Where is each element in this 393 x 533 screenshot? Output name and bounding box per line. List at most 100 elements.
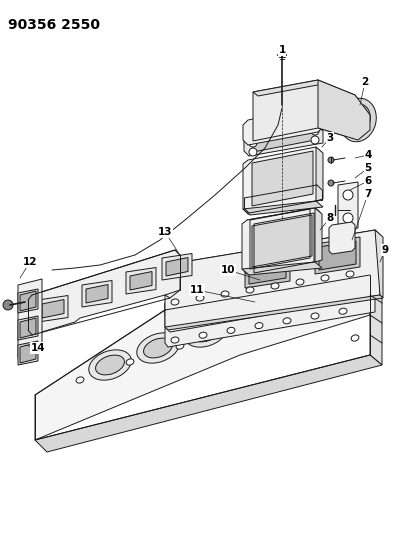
Polygon shape — [253, 131, 315, 152]
Polygon shape — [315, 208, 322, 262]
Polygon shape — [316, 147, 323, 201]
Ellipse shape — [227, 288, 235, 294]
Polygon shape — [300, 257, 350, 295]
Ellipse shape — [249, 139, 257, 147]
Ellipse shape — [283, 318, 291, 324]
Polygon shape — [20, 343, 36, 363]
Polygon shape — [82, 280, 112, 307]
Polygon shape — [22, 328, 38, 352]
Polygon shape — [243, 107, 323, 145]
Ellipse shape — [185, 317, 227, 347]
Ellipse shape — [339, 308, 347, 314]
Ellipse shape — [311, 136, 319, 144]
Polygon shape — [245, 251, 290, 288]
Text: 4: 4 — [364, 150, 372, 160]
Text: 11: 11 — [190, 285, 204, 295]
Text: 6: 6 — [364, 176, 372, 186]
Polygon shape — [243, 147, 321, 214]
Text: 8: 8 — [326, 213, 334, 223]
Text: 13: 13 — [158, 227, 172, 237]
Ellipse shape — [191, 322, 220, 342]
Text: 9: 9 — [382, 245, 389, 255]
Ellipse shape — [126, 359, 134, 365]
Ellipse shape — [321, 275, 329, 281]
Polygon shape — [126, 268, 156, 294]
Ellipse shape — [233, 301, 275, 331]
Polygon shape — [242, 262, 322, 275]
Text: 90356 2550: 90356 2550 — [8, 18, 100, 32]
Ellipse shape — [352, 112, 364, 128]
Polygon shape — [244, 127, 323, 156]
Polygon shape — [242, 208, 320, 274]
Ellipse shape — [326, 295, 334, 301]
Ellipse shape — [3, 300, 13, 310]
Polygon shape — [18, 289, 38, 313]
Polygon shape — [130, 271, 152, 290]
Ellipse shape — [346, 104, 370, 136]
Ellipse shape — [328, 157, 334, 163]
Polygon shape — [20, 318, 36, 338]
Polygon shape — [329, 222, 355, 254]
Text: 12: 12 — [23, 257, 37, 267]
Ellipse shape — [76, 377, 84, 383]
Polygon shape — [249, 255, 286, 284]
Ellipse shape — [288, 290, 316, 310]
Ellipse shape — [281, 285, 323, 315]
Polygon shape — [318, 80, 370, 140]
Polygon shape — [35, 355, 382, 452]
Polygon shape — [18, 279, 42, 358]
Polygon shape — [247, 208, 320, 224]
Ellipse shape — [255, 284, 263, 289]
Polygon shape — [22, 298, 38, 322]
Ellipse shape — [249, 148, 257, 156]
Polygon shape — [230, 270, 280, 308]
Polygon shape — [315, 237, 360, 274]
Polygon shape — [18, 341, 38, 365]
Ellipse shape — [199, 293, 207, 299]
Polygon shape — [20, 290, 38, 345]
Ellipse shape — [311, 274, 319, 280]
Ellipse shape — [95, 355, 125, 375]
Ellipse shape — [336, 273, 364, 293]
Ellipse shape — [283, 279, 291, 285]
Ellipse shape — [343, 190, 353, 200]
Ellipse shape — [296, 279, 304, 285]
Ellipse shape — [143, 338, 173, 358]
Text: 2: 2 — [362, 77, 369, 87]
Ellipse shape — [311, 127, 319, 135]
Polygon shape — [370, 275, 382, 365]
Ellipse shape — [176, 343, 184, 349]
Polygon shape — [165, 230, 378, 268]
Ellipse shape — [329, 268, 371, 298]
Ellipse shape — [271, 283, 279, 289]
Ellipse shape — [89, 350, 131, 380]
Polygon shape — [38, 295, 68, 322]
Polygon shape — [165, 295, 383, 330]
Text: 14: 14 — [31, 343, 45, 353]
Ellipse shape — [328, 180, 334, 186]
Polygon shape — [252, 151, 313, 206]
Ellipse shape — [199, 332, 207, 338]
Polygon shape — [18, 316, 38, 340]
Polygon shape — [253, 189, 314, 209]
Ellipse shape — [221, 291, 229, 297]
Polygon shape — [20, 291, 36, 311]
Ellipse shape — [246, 287, 254, 293]
Polygon shape — [253, 80, 370, 141]
Ellipse shape — [255, 322, 263, 329]
Polygon shape — [166, 257, 188, 276]
Text: 5: 5 — [364, 163, 372, 173]
Ellipse shape — [240, 306, 268, 326]
Polygon shape — [162, 254, 192, 280]
Polygon shape — [86, 285, 108, 303]
Text: 10: 10 — [221, 265, 235, 275]
Ellipse shape — [171, 299, 179, 305]
Polygon shape — [165, 230, 380, 332]
Text: 3: 3 — [326, 133, 334, 143]
Polygon shape — [42, 300, 64, 318]
Ellipse shape — [137, 333, 179, 363]
Ellipse shape — [311, 313, 319, 319]
Text: 1: 1 — [278, 45, 286, 55]
Polygon shape — [28, 250, 180, 335]
Polygon shape — [243, 201, 323, 215]
